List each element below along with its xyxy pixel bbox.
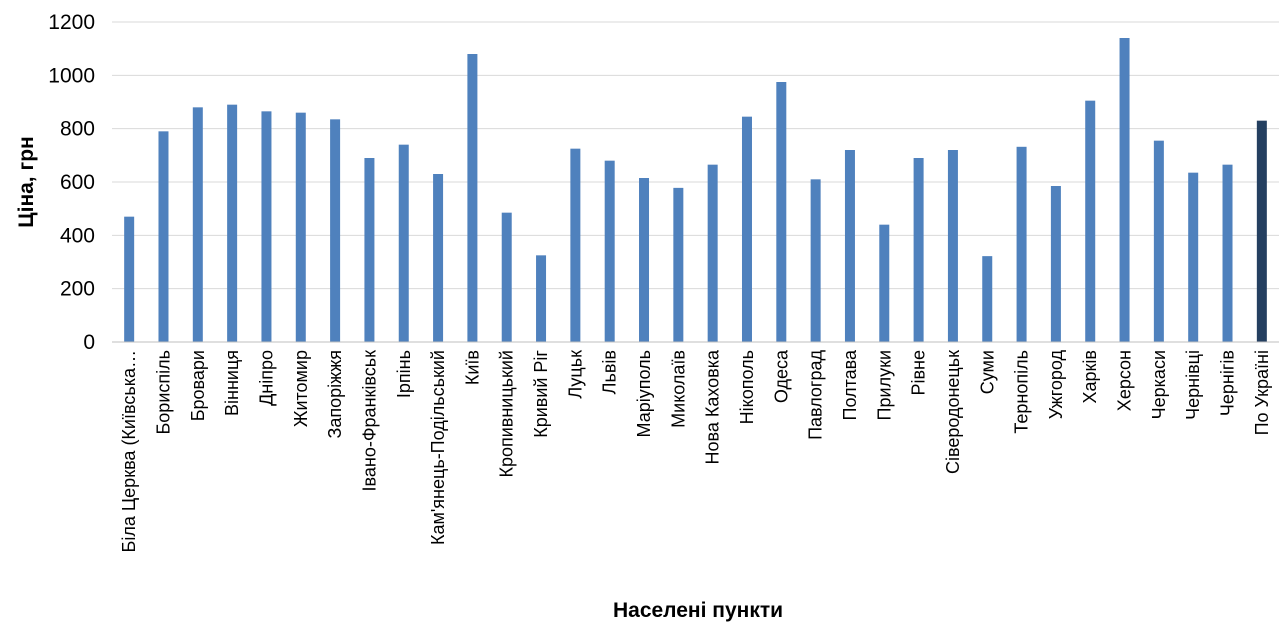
x-tick-label: Ірпінь [394, 350, 414, 398]
x-tick-label: Маріуполь [634, 350, 654, 437]
x-tick-label: Одеса [771, 349, 791, 403]
x-tick-label: Кривий Ріг [531, 350, 551, 438]
bar [947, 150, 958, 342]
bar [810, 179, 821, 342]
gridlines [112, 21, 1279, 290]
x-tick-label: Нікополь [737, 350, 757, 424]
y-tick-label: 200 [60, 278, 95, 301]
bar [913, 158, 924, 342]
x-tick-label: Сіверодонецьк [943, 350, 963, 474]
bar [261, 111, 272, 342]
x-tick-label: Луцьк [565, 350, 585, 399]
x-tick-label: Житомир [291, 350, 311, 427]
x-tick-label: Суми [977, 350, 997, 394]
bar [192, 107, 203, 342]
bar [741, 116, 752, 343]
bar [227, 104, 238, 343]
bar [501, 212, 512, 342]
x-tick-label: Київ [462, 350, 482, 385]
x-tick-label: Біла Церква (Київська… [119, 350, 139, 552]
x-tick-label: Запоріжжя [325, 350, 345, 438]
x-tick-label: Ужгород [1046, 350, 1066, 420]
y-tick-label: 0 [83, 331, 95, 354]
bar [330, 119, 341, 342]
x-tick-label: Херсон [1115, 350, 1135, 411]
y-tick-label: 400 [60, 224, 95, 247]
bar [707, 164, 718, 342]
y-axis-title: Ціна, грн [15, 136, 38, 227]
y-tick-label: 1000 [48, 64, 95, 87]
x-tick-label: Миколаїв [668, 350, 688, 428]
x-tick-label: По Україні [1252, 350, 1272, 435]
x-tick-label: Полтава [840, 349, 860, 420]
x-tick-label: Чернівці [1183, 350, 1203, 420]
x-tick-label: Прилуки [874, 350, 894, 420]
bar [673, 187, 684, 342]
bar [124, 216, 135, 342]
x-tick-label: Чернігів [1218, 350, 1238, 416]
bar [364, 158, 375, 342]
x-tick-label: Бровари [188, 350, 208, 421]
bar [1153, 140, 1164, 342]
bar [1050, 186, 1061, 342]
x-tick-label: Харків [1080, 350, 1100, 403]
x-tick-label: Івано-Франківськ [359, 350, 379, 492]
x-axis-title: Населені пункти [613, 599, 783, 622]
x-tick-label: Павлоград [806, 350, 826, 440]
bar [1188, 172, 1199, 342]
bar [604, 160, 615, 342]
x-tick-label: Вінниця [222, 350, 242, 416]
bar [536, 255, 547, 342]
x-tick-label: Кропивницький [497, 350, 517, 478]
x-tick-label: Кам'янець-Подільський [428, 350, 448, 545]
y-axis-tick-labels: 0 200 400 600 800 1000 1200 [48, 11, 95, 354]
x-tick-label: Бориспіль [153, 350, 173, 435]
bar [295, 112, 306, 343]
x-tick-label: Дніпро [256, 350, 276, 406]
bar [1256, 120, 1267, 343]
y-tick-label: 600 [60, 171, 95, 194]
bar [158, 131, 169, 342]
bar [776, 82, 787, 342]
bar [1222, 164, 1233, 342]
x-axis-tick-labels: Біла Церква (Київська… Бориспіль Бровари Ві… [119, 349, 1272, 552]
x-tick-label: Черкаси [1149, 350, 1169, 419]
x-tick-label: Львів [600, 350, 620, 394]
bar [467, 54, 478, 342]
x-tick-label: Рівне [909, 350, 929, 396]
y-tick-label: 800 [60, 118, 95, 141]
bar [1119, 38, 1130, 342]
bar [1085, 100, 1096, 343]
bar [1016, 146, 1027, 342]
bars [124, 38, 1267, 343]
bar [639, 178, 650, 342]
bar [570, 148, 581, 342]
bar [398, 144, 409, 342]
bar [844, 150, 855, 342]
x-tick-label: Нова Каховка [703, 349, 723, 465]
y-tick-label: 1200 [48, 11, 95, 34]
bar [433, 174, 444, 342]
bar [879, 224, 890, 342]
x-tick-label: Тернопіль [1012, 350, 1032, 434]
bar [982, 256, 993, 342]
